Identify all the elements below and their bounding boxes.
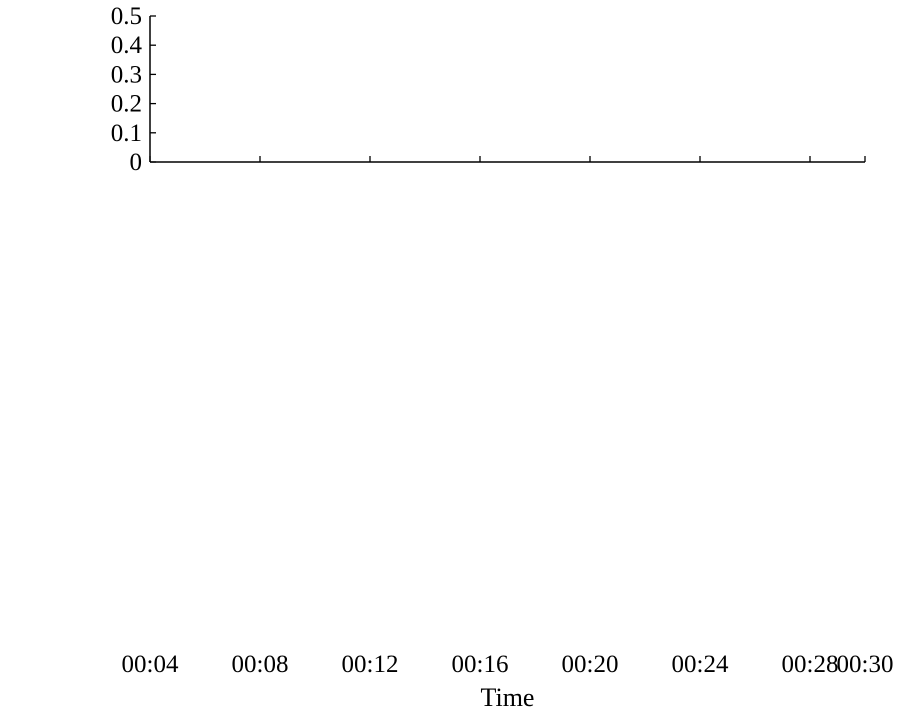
frequency-y-tick-label: 0.3 [111, 61, 142, 88]
frequency-y-tick-label: 0.4 [111, 32, 143, 59]
panels: 00.10.2 0.30.40.5 00:04 00:08 00:12 00:16 00:2… [111, 3, 894, 678]
x-tick-label: 00:04 [122, 651, 179, 678]
x-tick-label: 00:30 [837, 651, 894, 678]
frequency-y-tick-label: 0.1 [111, 120, 142, 147]
frequency-y-tick-label: 0 [130, 149, 143, 176]
x-tick-label: 00:12 [342, 651, 399, 678]
x-tick-label: 00:16 [452, 651, 509, 678]
x-tick-label: 00:28 [782, 651, 839, 678]
x-axis-title: Time [481, 683, 535, 712]
frequency-y-tick-label: 0.5 [111, 3, 142, 30]
frequency-panel: 00.10.2 0.30.40.5 [111, 3, 866, 176]
x-tick-label: 00:08 [232, 651, 289, 678]
frequency-y-tick-label: 0.2 [111, 91, 142, 118]
x-tick-label: 00:24 [672, 651, 729, 678]
x-tick-label: 00:20 [562, 651, 619, 678]
